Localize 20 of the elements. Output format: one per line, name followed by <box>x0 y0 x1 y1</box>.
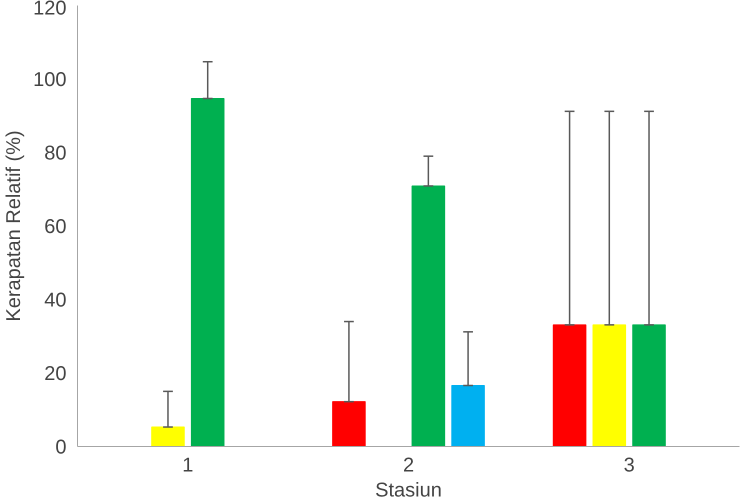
y-tick-label: 0 <box>55 436 66 458</box>
bar <box>451 384 485 446</box>
y-tick-label: 60 <box>44 216 67 238</box>
bar <box>552 324 586 446</box>
y-axis-title: Kerapatan Relatif (%) <box>3 130 26 322</box>
y-tick-label: 100 <box>33 69 67 91</box>
y-tick-label: 40 <box>44 290 67 312</box>
y-tick-label: 120 <box>33 0 67 20</box>
x-tick-label: 3 <box>624 454 635 476</box>
bar <box>190 98 224 446</box>
bar <box>151 426 185 446</box>
bar <box>592 324 626 446</box>
y-tick-label: 80 <box>44 142 67 164</box>
x-axis-title: Stasiun <box>375 480 442 502</box>
bar <box>632 324 666 446</box>
x-tick-label: 1 <box>182 454 194 476</box>
x-tick-label: 2 <box>402 454 414 476</box>
bar <box>332 401 366 446</box>
y-tick-label: 20 <box>44 363 67 385</box>
bar <box>412 185 446 446</box>
